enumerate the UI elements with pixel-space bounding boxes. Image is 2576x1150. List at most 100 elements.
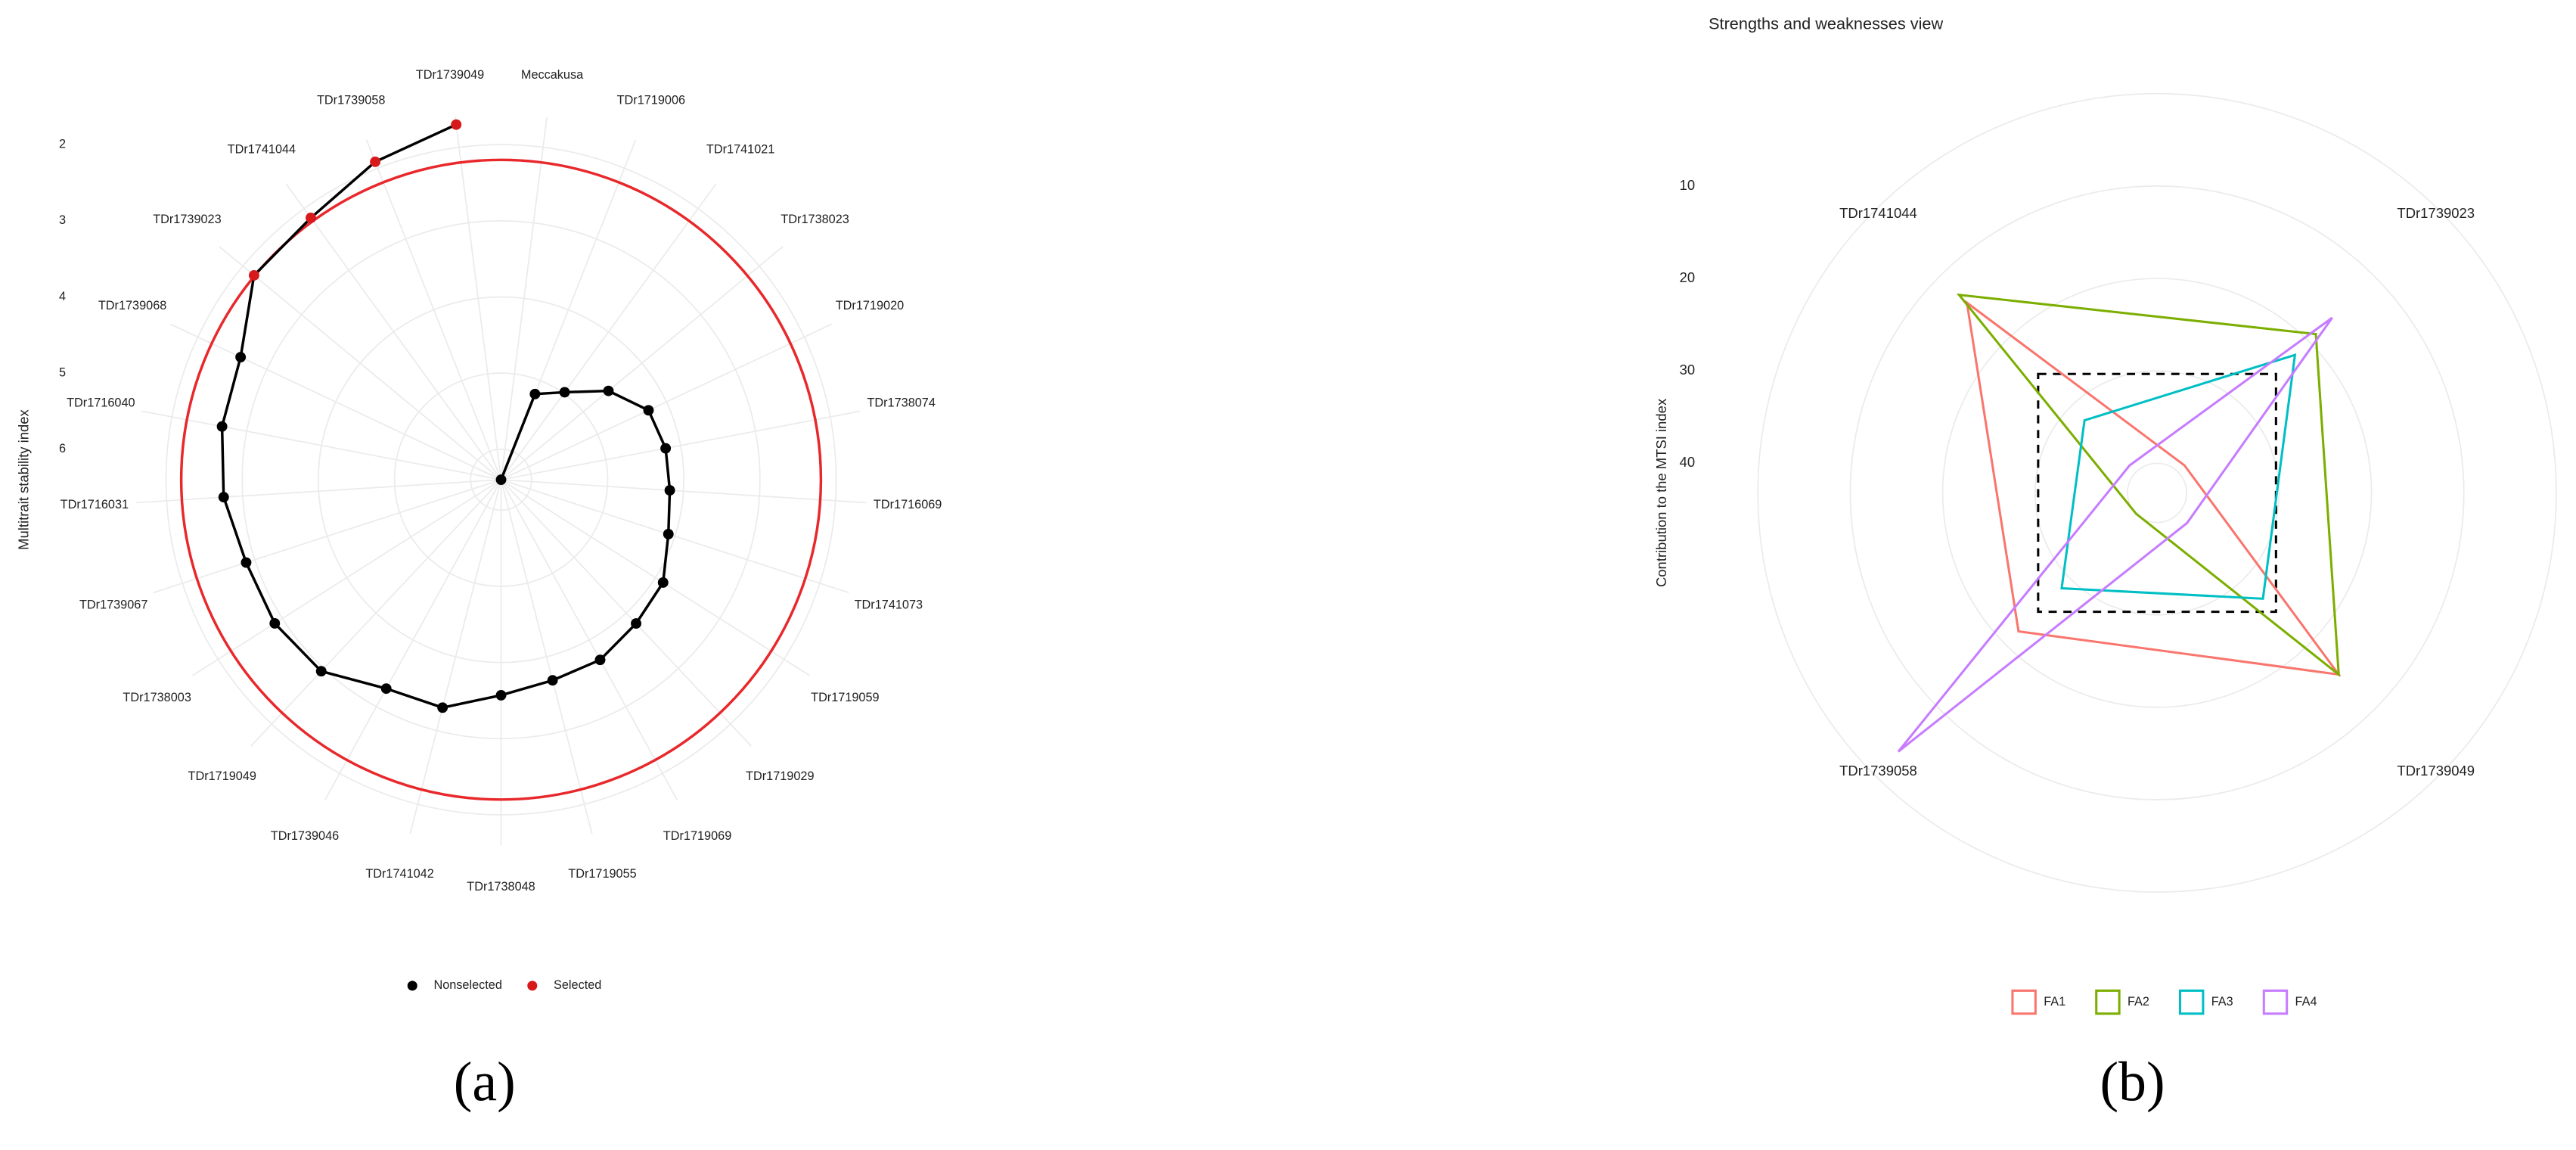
legend-swatch [2011, 989, 2037, 1015]
spoke [409, 479, 502, 835]
category-label: TDr1716040 [67, 396, 135, 409]
category-label: TDr1739058 [317, 94, 385, 107]
y-tick-label: 4 [59, 290, 66, 303]
category-label: TDr1719049 [188, 769, 256, 783]
spoke [365, 139, 502, 480]
category-label: TDr1738023 [781, 213, 849, 226]
point [603, 385, 614, 396]
category-label: TDr1741021 [706, 143, 774, 157]
grid-line [2127, 462, 2188, 524]
spoke [219, 246, 502, 480]
spoke [153, 479, 501, 594]
spoke [136, 479, 501, 504]
category-label: TDr1739046 [271, 829, 339, 843]
category-label: TDr1741044 [228, 143, 296, 157]
y-tick-label: 2 [59, 137, 66, 151]
series-polygon [2060, 353, 2297, 600]
spoke [191, 479, 501, 676]
legend-label: FA2 [2128, 995, 2149, 1009]
grid-line [1849, 185, 2465, 800]
point [241, 557, 252, 568]
category-label: TDr1739023 [2397, 205, 2475, 221]
point [495, 689, 507, 701]
category-label: TDr1741042 [365, 867, 433, 881]
point [306, 213, 316, 223]
spoke [500, 479, 678, 800]
point [631, 618, 641, 629]
category-label: TDr1739049 [416, 68, 484, 82]
y-tick-label: 30 [1680, 362, 1696, 378]
spoke [250, 479, 502, 747]
series-polygon [1897, 316, 2333, 753]
point [663, 528, 674, 539]
spoke [324, 479, 502, 800]
grid-line [1757, 92, 2557, 893]
point [437, 702, 448, 713]
y-tick-label: 3 [59, 213, 66, 227]
point [451, 119, 462, 130]
spoke [500, 246, 784, 480]
spoke [501, 410, 861, 480]
point [559, 387, 570, 398]
point [235, 352, 247, 363]
category-label: TDr1741073 [855, 598, 923, 612]
point [643, 405, 654, 416]
spoke [501, 323, 833, 480]
legend-label: Selected [554, 978, 601, 992]
spoke [285, 183, 502, 480]
legend-label: Nonselected [433, 978, 501, 992]
point [594, 654, 606, 666]
point [657, 577, 669, 588]
spoke [501, 479, 811, 676]
threshold-circle [179, 158, 823, 801]
category-label: TDr1739023 [153, 213, 221, 226]
grid-line [1941, 278, 2373, 708]
y-tick-label: 40 [1680, 454, 1696, 470]
line [220, 123, 672, 710]
category-label: TDr1738074 [867, 396, 935, 409]
point [664, 485, 675, 496]
legend-swatch [527, 981, 538, 991]
category-label: TDr1739058 [1839, 763, 1917, 779]
category-label: TDr1719059 [811, 691, 879, 704]
legend-label: FA4 [2295, 995, 2317, 1009]
spoke [501, 479, 849, 594]
point [547, 675, 558, 686]
category-label: TDr1739049 [2397, 763, 2475, 779]
legend-swatch [2095, 989, 2121, 1015]
point [248, 269, 259, 281]
legend-label: FA3 [2211, 995, 2233, 1009]
spoke [500, 479, 593, 835]
point [660, 443, 672, 454]
spoke [501, 479, 866, 504]
y-axis-title: Multitrait stability index [15, 409, 31, 549]
category-label: TDr1719055 [568, 867, 636, 881]
category-label: TDr1716069 [874, 498, 942, 511]
category-label: TDr1739067 [79, 598, 147, 612]
category-label: TDr1738003 [123, 691, 191, 704]
category-label: TDr1719029 [746, 769, 814, 783]
legend-label: FA1 [2044, 995, 2065, 1009]
legend-swatch [2178, 989, 2205, 1015]
category-label: TDr1719006 [617, 94, 685, 107]
point [495, 474, 507, 486]
legend-swatch [2262, 989, 2289, 1015]
y-tick-label: 10 [1680, 177, 1696, 193]
spoke [500, 183, 717, 480]
spoke [455, 117, 502, 480]
chart-title: Strengths and weaknesses view [1709, 14, 1943, 33]
category-label: TDr1738048 [467, 880, 535, 894]
spoke [141, 410, 501, 480]
category-label: TDr1741044 [1839, 205, 1917, 221]
category-label: TDr1739068 [98, 299, 166, 312]
point [269, 617, 281, 629]
category-label: TDr1719020 [836, 299, 904, 312]
spoke [500, 479, 753, 747]
point [529, 388, 541, 399]
grid-line [2034, 370, 2280, 616]
legend-swatch [407, 981, 417, 991]
y-tick-label: 20 [1680, 269, 1696, 285]
caption: (a) [454, 1050, 516, 1112]
spoke [169, 323, 501, 480]
